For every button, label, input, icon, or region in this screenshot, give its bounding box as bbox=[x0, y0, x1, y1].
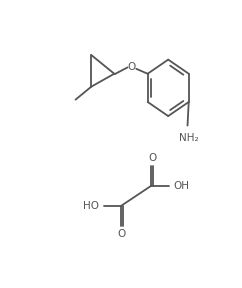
Text: O: O bbox=[128, 62, 136, 72]
Text: O: O bbox=[148, 153, 156, 163]
Text: NH₂: NH₂ bbox=[179, 133, 198, 143]
Text: O: O bbox=[118, 229, 126, 239]
Text: OH: OH bbox=[173, 181, 189, 191]
Text: HO: HO bbox=[83, 201, 99, 211]
